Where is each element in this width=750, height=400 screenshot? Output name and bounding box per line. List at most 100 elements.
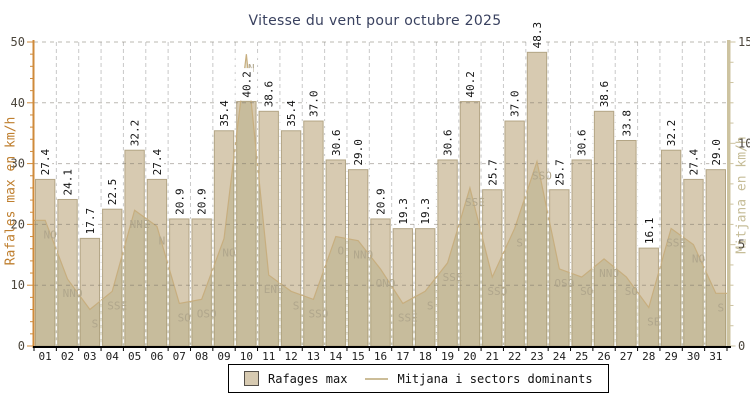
bar-value-group: 30.6 (575, 126, 589, 159)
wind-direction-label: SSE (666, 236, 686, 249)
bar-value-group: 20.9 (195, 185, 209, 218)
bar-value-label: 16.1 (643, 218, 656, 245)
x-axis-day-label: 21 (486, 350, 499, 363)
bar-value-label-bg (418, 195, 433, 228)
bar-value-label-bg (61, 165, 75, 199)
right-axis-line (727, 40, 731, 348)
bar-value-label: 32.2 (665, 120, 678, 147)
bar-value-label-bg (396, 195, 410, 228)
bar-value-label-bg (38, 145, 53, 179)
x-axis-day-label: 26 (597, 350, 610, 363)
bar-value-label: 24.1 (62, 169, 75, 196)
bar-value-label: 27.4 (39, 149, 52, 176)
wind-direction-label: ONO (376, 277, 396, 290)
legend-label-mitjana: Mitjana i sectors dominants (397, 371, 593, 386)
x-axis-day-label: 07 (173, 350, 186, 363)
bar-value-label: 19.3 (397, 198, 410, 225)
bar-value-label-bg (664, 116, 679, 150)
left-axis-tick-label: 10 (11, 278, 25, 292)
bar-value-group: 37.0 (508, 87, 522, 121)
x-axis-day-label: 25 (575, 350, 588, 363)
wind-direction-label: NNE (130, 218, 150, 231)
bar-value-label: 35.4 (218, 100, 231, 127)
x-axis-day-label: 23 (530, 350, 543, 363)
bar-value-label: 17.7 (84, 208, 97, 235)
bar-value-label-bg (239, 68, 254, 101)
bar-value-label: 20.9 (375, 188, 388, 215)
x-axis-day-label: 12 (284, 350, 297, 363)
bar-value-group: 35.4 (217, 97, 232, 130)
bar-value-label-bg (485, 156, 500, 189)
left-axis-tick-label: 20 (11, 217, 25, 231)
mean-wind-line (34, 54, 727, 311)
x-axis-day-label: 04 (106, 350, 120, 363)
left-axis-tick-label: 50 (11, 35, 25, 49)
bar-value-label-bg (686, 145, 701, 179)
wind-direction-label: SSO (532, 170, 552, 183)
wind-direction-label: OSO (554, 277, 574, 290)
bar-value-label-bg (128, 116, 142, 150)
bar-value-label-bg (195, 185, 209, 218)
x-axis-day-label: 01 (39, 350, 52, 363)
wind-direction-label: NNO (599, 267, 619, 280)
bar-value-label: 20.9 (173, 188, 186, 215)
right-axis-tick-label: 5 (738, 238, 745, 252)
x-axis-day-label: 24 (553, 350, 567, 363)
x-axis-day-label: 20 (463, 350, 476, 363)
bar-value-group: 40.2 (239, 68, 254, 101)
right-axis-tick-label: 10 (738, 136, 750, 150)
x-axis-day-label: 17 (396, 350, 409, 363)
bar-value-label: 38.6 (598, 81, 611, 108)
bar-value-group: 19.3 (396, 195, 410, 228)
x-axis-day-label: 09 (217, 350, 230, 363)
x-axis-day-label: 03 (83, 350, 96, 363)
bar-value-group: 32.2 (128, 116, 142, 150)
wind-direction-label: S (293, 299, 300, 312)
bar-value-group: 17.7 (83, 204, 97, 238)
bar-value-group: 29.0 (351, 136, 366, 169)
wind-direction-label: SE (647, 315, 660, 328)
left-axis-tick-label: 40 (11, 96, 25, 110)
bar-value-group: 40.2 (463, 68, 477, 101)
x-axis-day-label: 13 (307, 350, 320, 363)
wind-direction-label: SSO (487, 285, 507, 298)
bar-value-label: 38.6 (263, 81, 276, 108)
bar-value-group: 24.1 (61, 165, 75, 199)
left-axis-tick-label: 30 (11, 157, 25, 171)
bar-value-label: 37.0 (307, 91, 320, 118)
wind-direction-label: N (159, 234, 166, 247)
legend-label-rafages: Rafages max (268, 371, 348, 386)
x-axis-day-label: 02 (61, 350, 74, 363)
wind-direction-label: SO (178, 311, 191, 324)
bar-value-label-bg (329, 126, 343, 159)
chart-title: Vitesse du vent pour octubre 2025 (248, 13, 502, 29)
bar-value-label: 30.6 (330, 129, 343, 156)
x-axis-day-label: 05 (128, 350, 141, 363)
bar-value-group: 25.7 (552, 156, 567, 189)
x-axis-day-label: 31 (709, 350, 722, 363)
bar-value-group: 27.4 (686, 145, 701, 179)
wind-direction-label: S (718, 301, 725, 314)
wind-direction-label: SSE (443, 271, 463, 284)
x-axis-day-label: 18 (419, 350, 432, 363)
x-axis-day-label: 22 (508, 350, 521, 363)
bar-value-group: 38.6 (597, 77, 612, 111)
bar-value-label: 40.2 (464, 71, 477, 98)
bar-value-label: 40.2 (240, 71, 253, 98)
bar-value-label: 33.8 (620, 110, 633, 137)
x-axis-day-label: 19 (441, 350, 454, 363)
wind-direction-label: S (92, 318, 99, 331)
x-axis-day-label: 14 (329, 350, 343, 363)
x-axis-day-label: 29 (664, 350, 677, 363)
bar-value-label: 29.0 (710, 139, 723, 166)
bar-value-label-bg (105, 175, 120, 209)
wind-direction-label: S (516, 236, 523, 249)
wind-direction-label: SSE (465, 196, 485, 209)
wind-direction-label: NNO (63, 287, 83, 300)
bar-value-label: 29.0 (352, 139, 365, 166)
x-axis-day-label: 27 (620, 350, 633, 363)
bar-value-label-bg (642, 214, 656, 248)
bar-value-group: 29.0 (709, 136, 723, 169)
bar-value-label: 19.3 (419, 198, 432, 225)
bar-value-group: 38.6 (262, 77, 276, 111)
